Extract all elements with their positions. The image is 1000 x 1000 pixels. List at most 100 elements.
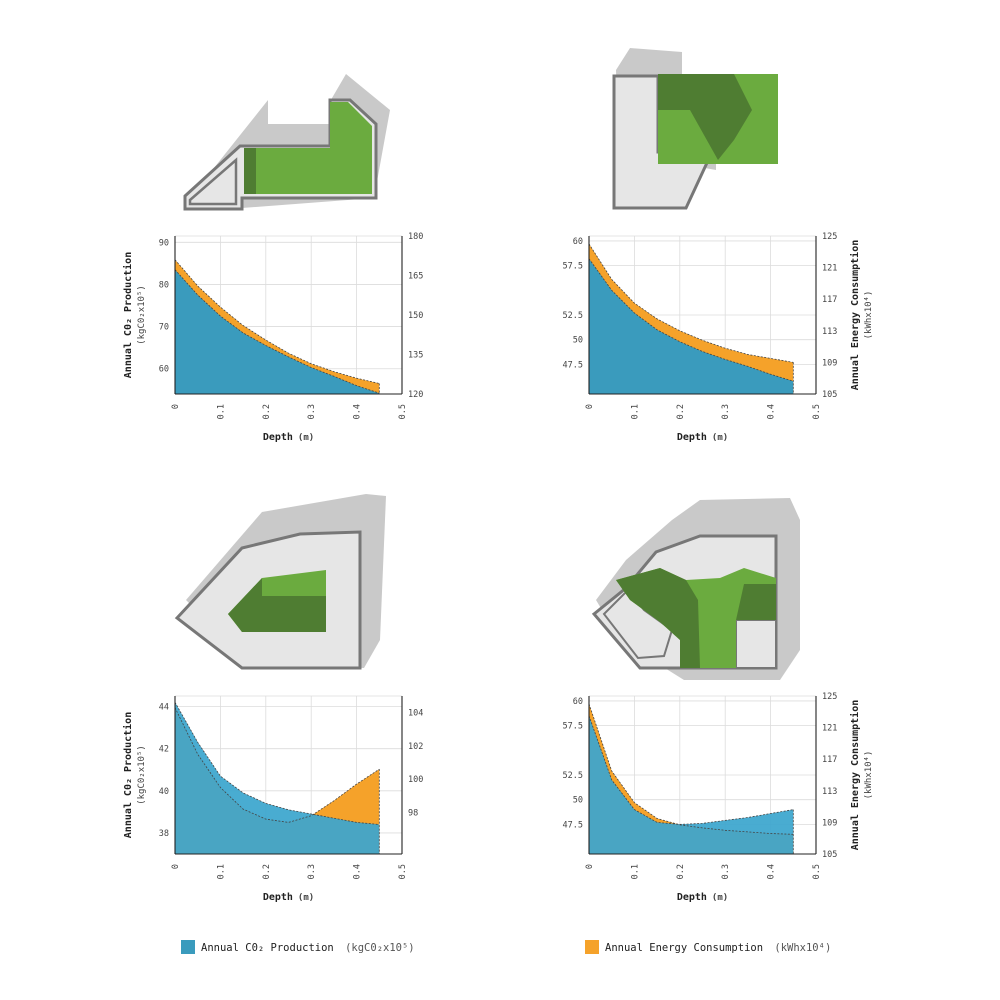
x-axis-unit: (m) (712, 893, 728, 903)
site-plan-4-court-2 (735, 619, 777, 669)
y-tick-label: 70 (159, 323, 169, 333)
legend: Annual C0₂ Production (kgC0₂x10⁵) Annual… (181, 940, 831, 954)
site-plan-4-green-shade-2 (736, 584, 776, 620)
y-axis-label: Annual C0₂ Production (122, 252, 134, 378)
x-tick-label: 0.3 (721, 864, 731, 879)
energy-line (588, 703, 794, 835)
x-tick-label: 0.1 (216, 404, 226, 419)
chart-4: 0 0.1 0.2 0.3 0.4 0.5 60 57.5 52.5 50 47.5 125 121 11… (563, 692, 874, 903)
legend-co2-swatch (181, 940, 195, 954)
x-axis-label: Depth (m) (263, 432, 314, 443)
y2-tick-label: 98 (408, 808, 418, 818)
x-axis-label: Depth (m) (677, 892, 728, 903)
y-tick-label: 90 (159, 238, 169, 248)
x-tick-label: 0.5 (398, 864, 408, 879)
energy-line (174, 259, 380, 384)
x-tick-label: 0.1 (630, 864, 640, 879)
x-tick-label: 0.5 (812, 864, 822, 879)
site-plan-3-green-shade (228, 578, 326, 632)
y2-tick-label: 105 (822, 390, 837, 400)
y2-tick-label: 165 (408, 272, 423, 282)
energy-line (174, 707, 380, 823)
y-tick-label: 80 (159, 280, 169, 290)
site-plan-1-green-shade (244, 148, 256, 194)
co2-area (589, 258, 794, 394)
x-tick-label: 0 (171, 864, 181, 869)
legend-co2-unit: (kgC0₂x10⁵) (345, 942, 415, 954)
site-plan-1-inner-void (188, 157, 238, 206)
y-tick-label: 38 (159, 829, 169, 839)
chart-3: 0 0.1 0.2 0.3 0.4 0.5 44 42 40 38 104 102 100 98 Depth… (122, 695, 423, 903)
x-tick-label: 0.5 (398, 404, 408, 419)
y2-tick-label: 113 (822, 327, 837, 337)
site-plan-4 (591, 498, 800, 680)
co2-line (174, 702, 380, 825)
x-tick-label: 0.1 (630, 404, 640, 419)
x-tick-label: 0.2 (676, 404, 686, 419)
x-tick-label: 0.2 (262, 404, 272, 419)
y2-tick-label: 109 (822, 818, 837, 828)
y-tick-label: 44 (159, 703, 169, 713)
co2-line (174, 269, 380, 394)
y-tick-label: 60 (159, 365, 169, 375)
x-tick-label: 0.1 (216, 864, 226, 879)
site-plan-2 (612, 48, 778, 210)
x-axis-label: Depth (m) (263, 892, 314, 903)
y-tick-label: 60 (573, 697, 583, 707)
x-axis-label-text: Depth (263, 892, 293, 903)
y-tick-label: 50 (573, 336, 583, 346)
x-tick-label: 0.2 (262, 864, 272, 879)
x-axis-unit: (m) (712, 433, 728, 443)
y-tick-label: 57.5 (563, 722, 583, 732)
co2-area-shade (175, 702, 380, 854)
chart-1: 0 0.1 0.2 0.3 0.4 0.5 90 80 70 60 180 165 150 135 120 D… (122, 232, 423, 443)
site-plan-2-green-shade (658, 74, 752, 160)
y2-tick-label: 120 (408, 390, 423, 400)
y2-axis-label: Annual Energy Consumption (849, 240, 861, 391)
x-tick-label: 0.4 (767, 864, 777, 879)
site-plan-1-green-roof (244, 102, 372, 194)
legend-co2-label: Annual C0₂ Production (201, 942, 334, 954)
x-tick-label: 0.3 (721, 404, 731, 419)
y2-axis-unit: (kWhx10⁴) (864, 751, 874, 800)
y2-axis-unit: (kWhx10⁴) (864, 291, 874, 340)
y-axis-label: Annual C0₂ Production (122, 712, 134, 838)
site-plan-4-green-shade-1 (616, 568, 700, 668)
x-tick-label: 0.4 (353, 864, 363, 879)
x-axis-unit: (m) (298, 433, 314, 443)
y-tick-label: 52.5 (563, 771, 583, 781)
y-axis-unit: (kgC0₂x10⁵) (137, 285, 147, 345)
x-axis-label-text: Depth (677, 432, 707, 443)
y-tick-label: 47.5 (563, 360, 583, 370)
legend-energy-swatch (585, 940, 599, 954)
y-tick-label: 50 (573, 796, 583, 806)
x-axis-label-text: Depth (263, 432, 293, 443)
y2-tick-label: 102 (408, 742, 423, 752)
y-axis-unit: (kgC0₂x10⁵) (137, 745, 147, 805)
y2-tick-label: 113 (822, 787, 837, 797)
y2-tick-label: 125 (822, 232, 837, 242)
y-tick-label: 42 (159, 745, 169, 755)
y-tick-label: 57.5 (563, 262, 583, 272)
x-tick-label: 0.3 (307, 864, 317, 879)
x-axis-unit: (m) (298, 893, 314, 903)
site-plan-3 (174, 494, 386, 670)
x-axis-label-text: Depth (677, 892, 707, 903)
x-tick-label: 0 (585, 864, 595, 869)
legend-energy-label: Annual Energy Consumption (605, 942, 763, 954)
y-tick-label: 47.5 (563, 820, 583, 830)
svg-text:Annual Energy Consumption: Annual Energy Consumption (kWhx10⁴) (605, 942, 831, 954)
y2-tick-label: 121 (822, 264, 837, 274)
y2-tick-label: 150 (408, 311, 423, 321)
x-tick-label: 0.5 (812, 404, 822, 419)
svg-text:Annual C0₂ Production (k: Annual C0₂ Production (kgC0₂x10⁵) (201, 942, 415, 954)
y2-tick-label: 100 (408, 775, 423, 785)
chart-2: 0 0.1 0.2 0.3 0.4 0.5 60 57.5 52.5 50 47.5 125 121 11… (563, 232, 874, 443)
y2-tick-label: 109 (822, 358, 837, 368)
y2-tick-label: 121 (822, 724, 837, 734)
y2-tick-label: 117 (822, 295, 837, 305)
y2-axis-label: Annual Energy Consumption (849, 700, 861, 851)
y2-tick-label: 180 (408, 232, 423, 242)
x-tick-label: 0.4 (767, 404, 777, 419)
